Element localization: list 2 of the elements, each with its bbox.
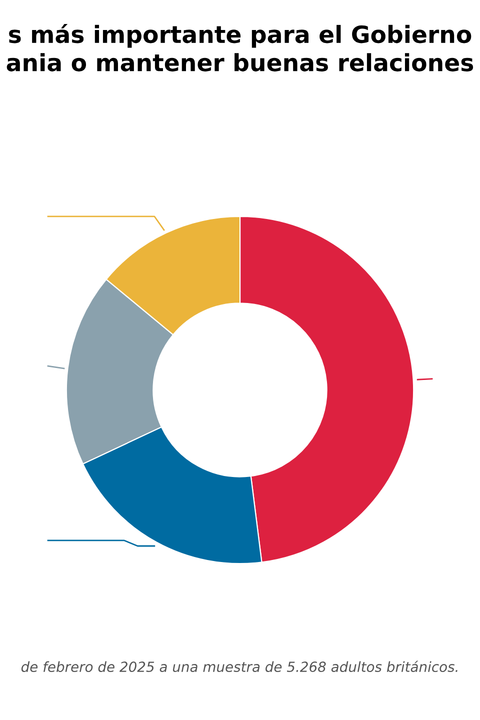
text: de febrero de 2025 a una muestra de 5.268 adultos británicos. (21, 660, 458, 672)
chart-title: s más importante para el Gobierno ania o mantener buenas relaciones (6, 24, 474, 72)
